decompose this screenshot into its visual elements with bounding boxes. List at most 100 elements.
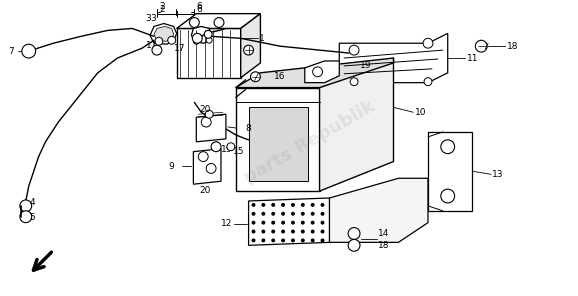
Circle shape [311, 212, 314, 216]
Text: 14: 14 [378, 229, 389, 238]
Text: 17: 17 [173, 44, 185, 53]
Circle shape [20, 200, 32, 212]
Circle shape [423, 38, 433, 48]
Circle shape [152, 45, 162, 55]
Circle shape [348, 228, 360, 239]
Text: 6: 6 [197, 2, 202, 11]
Polygon shape [428, 132, 472, 211]
Circle shape [261, 238, 265, 242]
Polygon shape [320, 58, 394, 191]
Circle shape [20, 211, 32, 223]
Circle shape [311, 203, 314, 207]
Circle shape [271, 221, 275, 225]
Circle shape [155, 37, 163, 45]
Circle shape [168, 36, 176, 44]
Text: 11: 11 [468, 54, 479, 62]
Circle shape [281, 238, 285, 242]
Circle shape [301, 203, 305, 207]
Circle shape [441, 140, 455, 154]
Circle shape [194, 38, 199, 44]
Polygon shape [236, 58, 394, 88]
Text: 2: 2 [160, 2, 165, 11]
Circle shape [201, 117, 211, 127]
Text: 7: 7 [8, 46, 14, 56]
Circle shape [441, 189, 455, 203]
Text: 13: 13 [492, 170, 503, 179]
Polygon shape [177, 14, 261, 28]
Polygon shape [191, 26, 211, 43]
Circle shape [311, 238, 314, 242]
Text: 18: 18 [507, 42, 518, 51]
Circle shape [281, 229, 285, 234]
Circle shape [281, 203, 285, 207]
Text: 3: 3 [150, 14, 155, 23]
Circle shape [190, 17, 199, 28]
Circle shape [251, 238, 255, 242]
Circle shape [205, 110, 213, 118]
Text: 9: 9 [169, 162, 175, 171]
Text: 8: 8 [246, 125, 251, 133]
Circle shape [271, 212, 275, 216]
Text: 3: 3 [145, 14, 151, 23]
Circle shape [349, 45, 359, 55]
Text: 4: 4 [29, 198, 35, 207]
Circle shape [261, 212, 265, 216]
Polygon shape [339, 33, 448, 83]
Circle shape [321, 238, 324, 242]
Polygon shape [194, 149, 221, 184]
Circle shape [261, 203, 265, 207]
Circle shape [192, 33, 202, 43]
Text: 18: 18 [378, 241, 389, 250]
Circle shape [227, 143, 235, 151]
Circle shape [22, 44, 36, 58]
Circle shape [250, 72, 261, 82]
Polygon shape [240, 14, 261, 78]
Circle shape [321, 221, 324, 225]
Text: 19: 19 [360, 61, 372, 70]
Circle shape [281, 212, 285, 216]
Text: 15: 15 [233, 147, 244, 156]
Text: 20: 20 [199, 186, 210, 194]
Circle shape [214, 17, 224, 28]
Circle shape [251, 212, 255, 216]
Circle shape [475, 40, 487, 52]
Circle shape [251, 203, 255, 207]
Circle shape [211, 142, 221, 152]
Polygon shape [329, 178, 428, 242]
Circle shape [313, 67, 323, 77]
Circle shape [321, 212, 324, 216]
Circle shape [424, 78, 432, 86]
Circle shape [321, 203, 324, 207]
Circle shape [321, 229, 324, 234]
Polygon shape [236, 88, 320, 191]
Text: 5: 5 [29, 213, 35, 222]
Circle shape [281, 221, 285, 225]
Circle shape [348, 239, 360, 251]
Circle shape [251, 221, 255, 225]
Text: 6: 6 [197, 5, 202, 14]
Circle shape [291, 203, 295, 207]
Polygon shape [197, 114, 226, 142]
Text: parts Republik: parts Republik [241, 97, 378, 186]
Circle shape [261, 221, 265, 225]
Circle shape [244, 45, 254, 55]
Circle shape [301, 212, 305, 216]
Circle shape [206, 163, 216, 173]
Polygon shape [249, 198, 329, 245]
Circle shape [271, 238, 275, 242]
Text: 16: 16 [274, 72, 286, 81]
Circle shape [291, 238, 295, 242]
Polygon shape [177, 28, 240, 78]
Circle shape [271, 229, 275, 234]
Text: 20: 20 [199, 105, 210, 114]
Text: 12: 12 [221, 219, 232, 228]
Circle shape [291, 212, 295, 216]
Circle shape [204, 30, 212, 38]
Text: 1: 1 [260, 34, 265, 43]
Circle shape [311, 229, 314, 234]
Circle shape [251, 229, 255, 234]
Circle shape [271, 203, 275, 207]
Bar [249, 107, 307, 181]
Circle shape [206, 37, 212, 43]
Text: 10: 10 [415, 108, 427, 117]
